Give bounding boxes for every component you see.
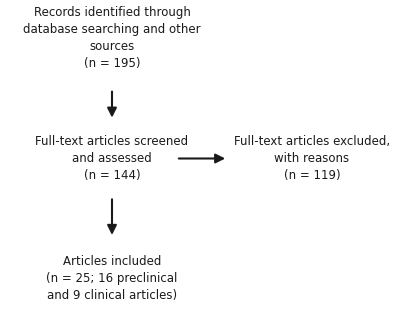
- Text: Articles included
(n = 25; 16 preclinical
and 9 clinical articles): Articles included (n = 25; 16 preclinica…: [46, 256, 178, 302]
- Text: Full-text articles excluded,
with reasons
(n = 119): Full-text articles excluded, with reason…: [234, 135, 390, 182]
- Text: Records identified through
database searching and other
sources
(n = 195): Records identified through database sear…: [23, 6, 201, 70]
- Text: Full-text articles screened
and assessed
(n = 144): Full-text articles screened and assessed…: [36, 135, 188, 182]
